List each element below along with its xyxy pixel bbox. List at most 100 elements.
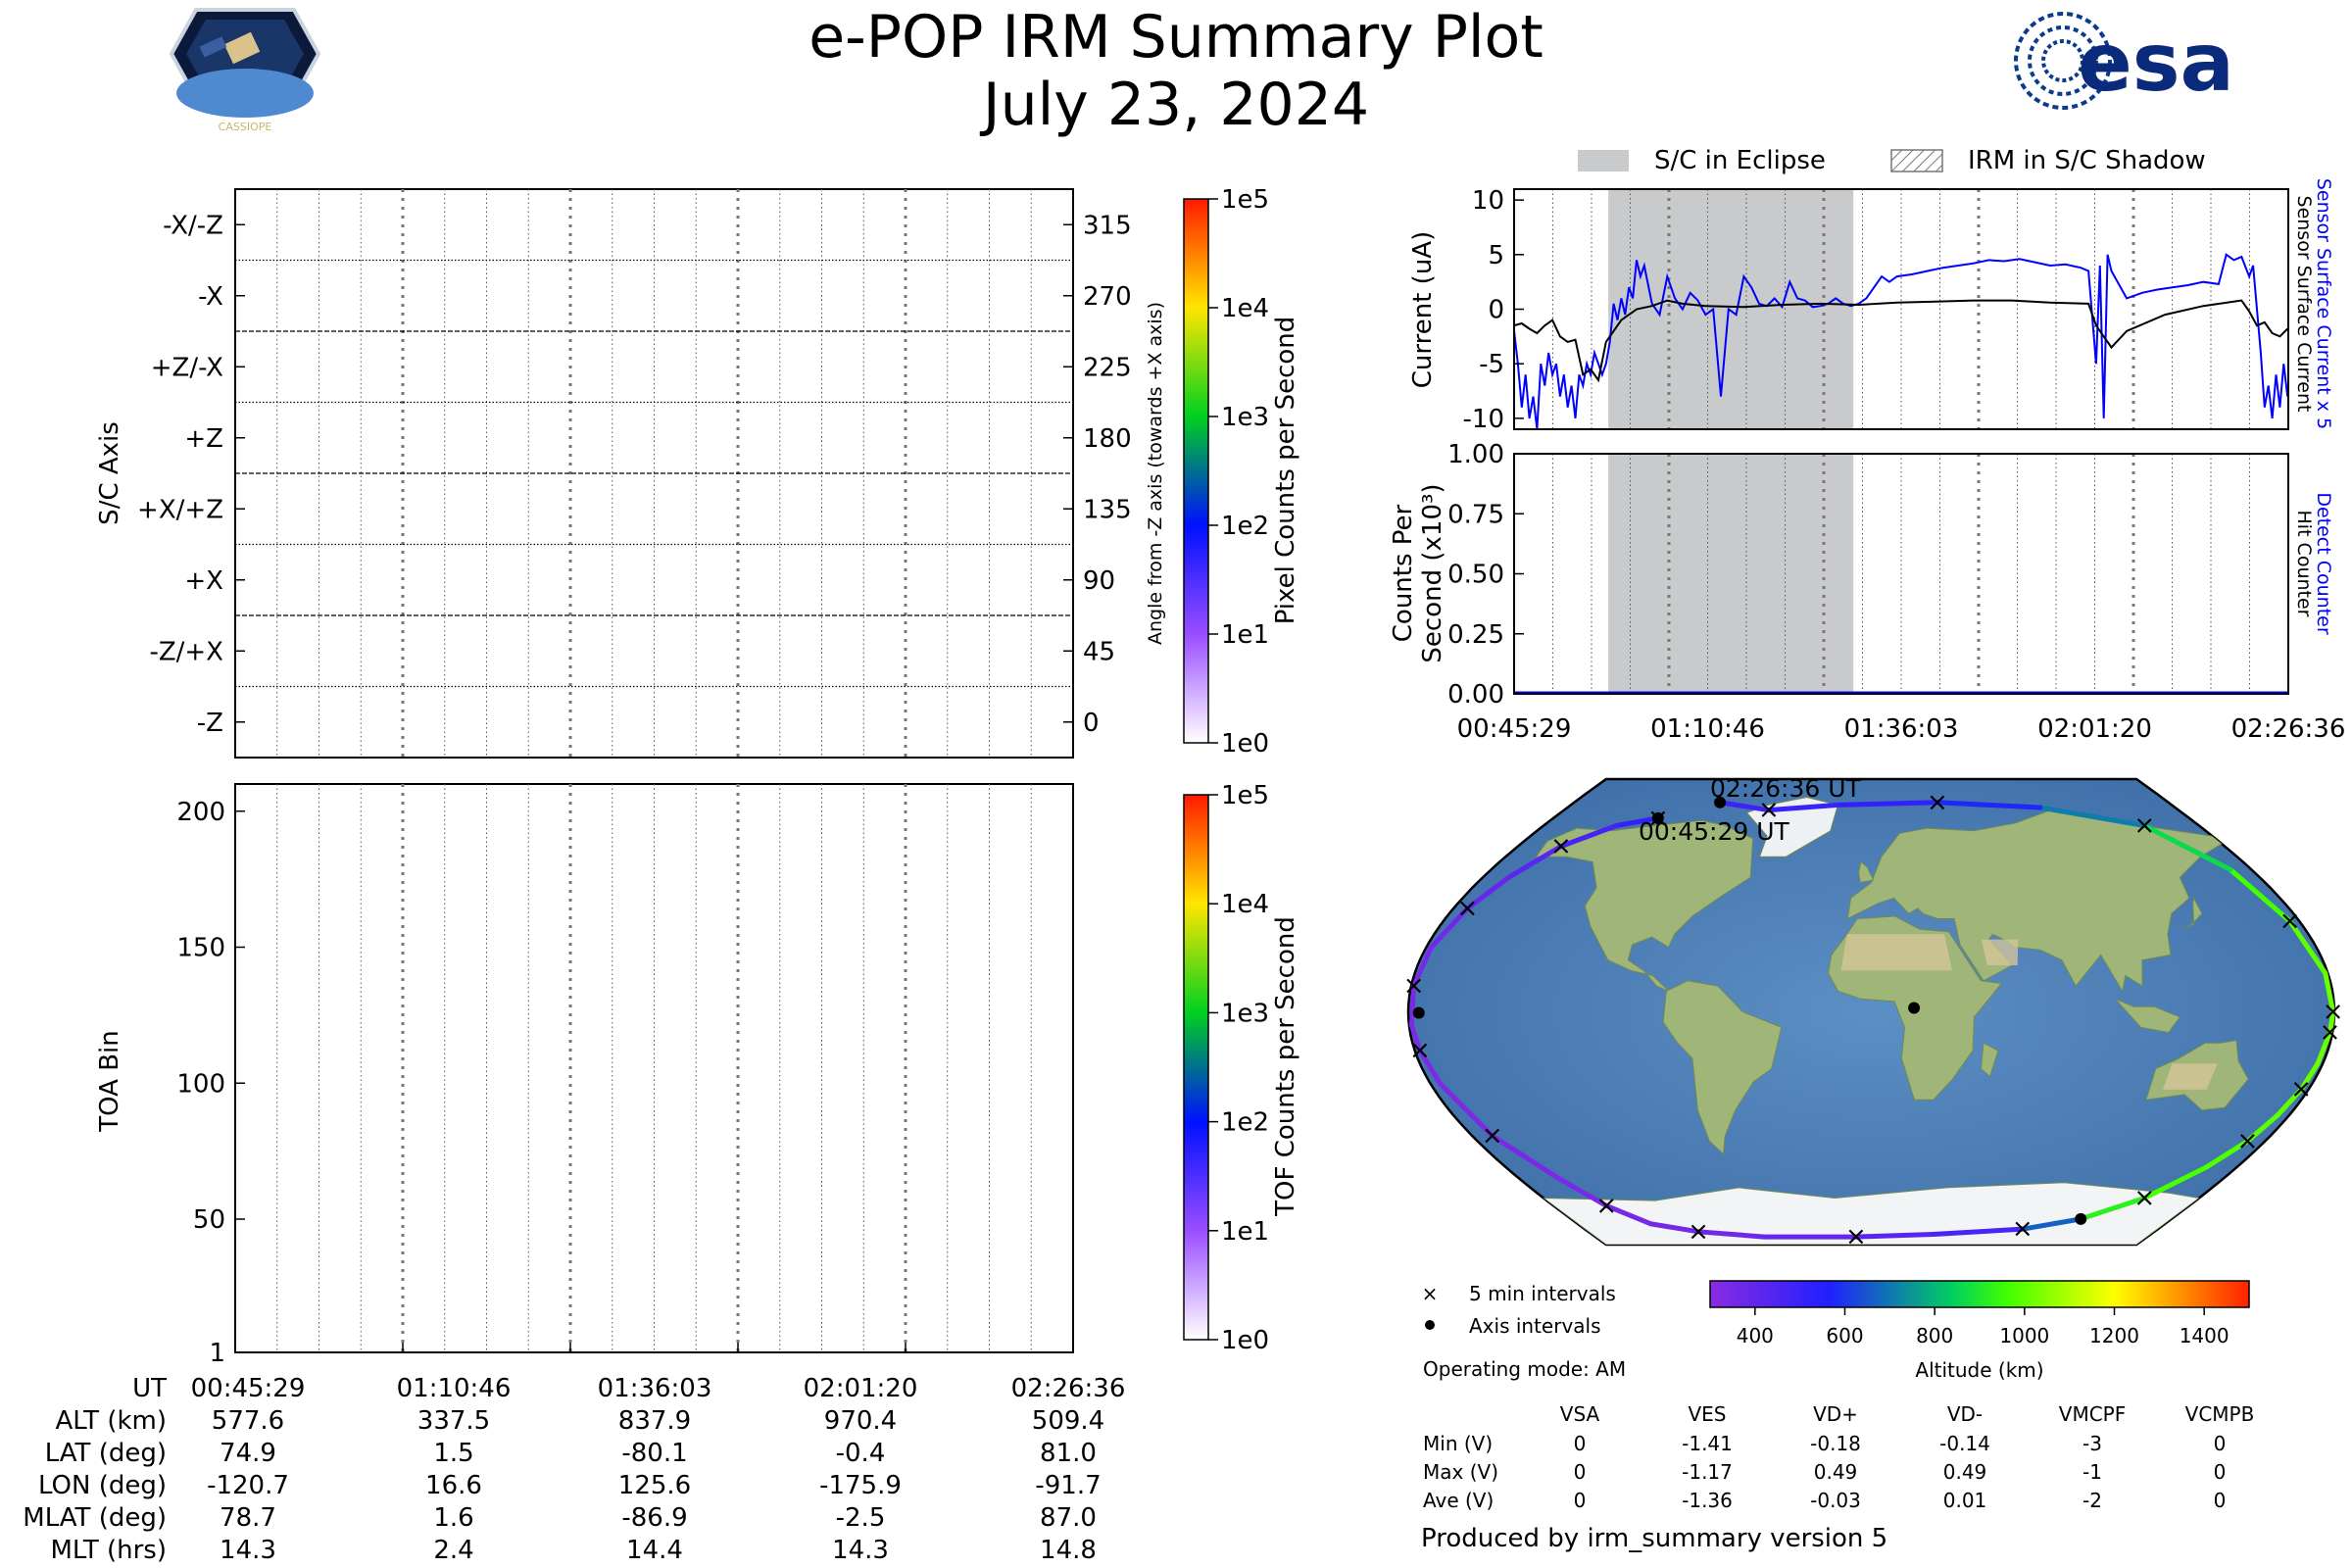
orbit-cell: 337.5 <box>417 1406 490 1436</box>
desert-region <box>1981 939 2019 965</box>
desert-region <box>2162 1063 2218 1090</box>
axis-marker <box>1412 1006 1425 1019</box>
cassiope-logo: CASSIOPE <box>169 8 321 133</box>
voltage-cell: 0 <box>2214 1460 2227 1484</box>
five-min-marker: × <box>2012 1214 2034 1244</box>
start-time-label: 00:45:29 UT <box>1639 817 1790 846</box>
pixel-colorbar <box>1183 198 1209 744</box>
eclipse-legend-label: S/C in Eclipse <box>1654 146 1826 175</box>
orbit-cell: 2.4 <box>433 1536 473 1565</box>
five-min-marker: × <box>1409 1036 1431 1065</box>
voltage-cell: 0.49 <box>1814 1460 1858 1484</box>
tof-colorbar-tick-label: 1e1 <box>1221 1217 1269 1247</box>
pixel-colorbar-tick-label: 1e2 <box>1221 512 1269 541</box>
ground-track-segment <box>1411 945 1434 989</box>
axis-marker <box>1714 796 1727 808</box>
ground-track-segment <box>2204 1138 2250 1170</box>
current-panel: S/C in Eclipse IRM in S/C Shadow 10 5 0 -5 -… <box>1408 146 2334 434</box>
voltage-row-label: Ave (V) <box>1423 1489 1494 1512</box>
five-min-marker: × <box>1688 1217 1709 1247</box>
sc-axis-angle-label: 0 <box>1083 709 1100 738</box>
orbit-cell: 837.9 <box>618 1406 691 1436</box>
continent-indonesia <box>2115 998 2181 1034</box>
ground-track-segment <box>1766 802 1840 813</box>
sc-axis-panel: -Z -Z/+X +X +X/+Z +Z +Z/-X -X -X/-Z 0 45 90 135 180… <box>95 185 1300 759</box>
detect-counter-label: Detect Counter <box>2313 492 2334 635</box>
continent-europe-asia <box>1846 809 2223 993</box>
altitude-tick-label: 1200 <box>2089 1324 2139 1348</box>
voltage-cell: 0.01 <box>1943 1489 1987 1512</box>
voltage-column-header: VMCPF <box>2059 1402 2126 1426</box>
continent-madagascar <box>1980 1042 1999 1078</box>
counts-panel: 1.00 0.75 0.50 0.25 0.00 Counts Per Second (… <box>1389 440 2345 744</box>
ground-track-segment <box>2275 1087 2304 1118</box>
current-ylabel: Current (uA) <box>1408 231 1438 388</box>
counts-x-tick-label: 01:10:46 <box>1650 714 1765 744</box>
ut-tick-label: 01:36:03 <box>598 1374 712 1403</box>
pixel-colorbar-tick-label: 1e1 <box>1221 620 1269 650</box>
counts-tick-label: 0.50 <box>1447 561 1504 590</box>
orbit-cell: 16.6 <box>425 1471 482 1500</box>
sc-axis-y2label: Angle from -Z axis (towards +X axis) <box>1145 302 1166 645</box>
voltage-column-header: VSA <box>1560 1402 1600 1426</box>
ground-track-segment <box>2244 1112 2280 1144</box>
axis-marker <box>2075 1212 2087 1225</box>
ground-track-segment <box>1408 983 1417 1028</box>
current-tick-label: 0 <box>1488 296 1504 325</box>
shadow-legend-label: IRM in S/C Shadow <box>1968 146 2206 175</box>
sensor-current-x5-label: Sensor Surface Current x 5 <box>2313 178 2334 429</box>
voltage-cell: -0.14 <box>1939 1432 1990 1455</box>
orbit-cell: -80.1 <box>621 1439 687 1468</box>
five-min-marker-icon: × <box>1422 1282 1439 1305</box>
sc-axis-angle-label: 225 <box>1083 353 1132 382</box>
sensor-current-x5-line <box>1514 253 2288 429</box>
sc-axis-category-label: -Z <box>197 709 223 738</box>
altitude-tick-label: 400 <box>1737 1324 1774 1348</box>
five-min-marker: × <box>2290 1075 2312 1104</box>
orbit-cell: 14.3 <box>220 1536 276 1565</box>
logo-right-text: esa <box>2078 17 2234 110</box>
orbit-cell: 509.4 <box>1032 1406 1104 1436</box>
toa-tick-label: 150 <box>176 934 225 963</box>
tof-colorbar-tick-label: 1e2 <box>1221 1108 1269 1138</box>
counts-x-tick-label: 02:01:20 <box>2037 714 2152 744</box>
orbit-row-label: LAT (deg) <box>45 1439 167 1468</box>
sensor-current-label: Sensor Surface Current <box>2293 196 2315 413</box>
toa-ylabel: TOA Bin <box>95 1030 124 1132</box>
voltage-row-label: Min (V) <box>1423 1432 1493 1455</box>
voltage-cell: 0 <box>2214 1432 2227 1455</box>
voltage-column-header: VCMPB <box>2185 1402 2255 1426</box>
desert-region <box>1840 934 1953 971</box>
ground-track-segment <box>2228 866 2293 924</box>
sc-axis-angle-label: 270 <box>1083 282 1132 312</box>
altitude-tick-label: 1000 <box>1999 1324 2049 1348</box>
orbit-row-label: MLT (hrs) <box>51 1536 168 1565</box>
counts-ylabel-line1: Counts Per <box>1389 504 1418 642</box>
toa-frame <box>234 783 1074 1353</box>
orbit-cell: 577.6 <box>212 1406 284 1436</box>
five-min-marker: × <box>2320 1018 2341 1048</box>
voltage-cell: 0 <box>1574 1460 1587 1484</box>
tof-colorbar-tick-label: 1e3 <box>1221 999 1269 1028</box>
voltage-cell: -1 <box>2082 1460 2102 1484</box>
voltage-table: VSA VES VD+ VD- VMCPF VCMPB Min (V) 0 -1.41 -0.18… <box>1423 1402 2254 1512</box>
shadow-legend-swatch <box>1890 149 1943 172</box>
axis-legend-label: Axis intervals <box>1469 1314 1601 1338</box>
orbit-cell: 81.0 <box>1040 1439 1097 1468</box>
orbit-cell: 14.3 <box>832 1536 889 1565</box>
ut-label: UT <box>132 1374 167 1403</box>
sc-axis-ylabel: S/C Axis <box>95 421 124 525</box>
orbit-cell: 1.5 <box>433 1439 473 1468</box>
ground-track-segment <box>2078 1196 2147 1222</box>
five-min-marker: × <box>2133 1184 2155 1213</box>
voltage-cell: 0 <box>1574 1432 1587 1455</box>
counts-tick-label: 1.00 <box>1447 440 1504 469</box>
pixel-colorbar-tick-label: 1e5 <box>1221 185 1269 215</box>
voltage-column-header: VD- <box>1947 1402 1983 1426</box>
ground-track-segment <box>1648 1221 1701 1235</box>
ground-track-segment <box>1558 823 1619 850</box>
sc-axis-angle-label: 90 <box>1083 566 1115 596</box>
voltage-cell: -1.36 <box>1682 1489 1733 1512</box>
five-min-marker: × <box>2133 811 2155 841</box>
